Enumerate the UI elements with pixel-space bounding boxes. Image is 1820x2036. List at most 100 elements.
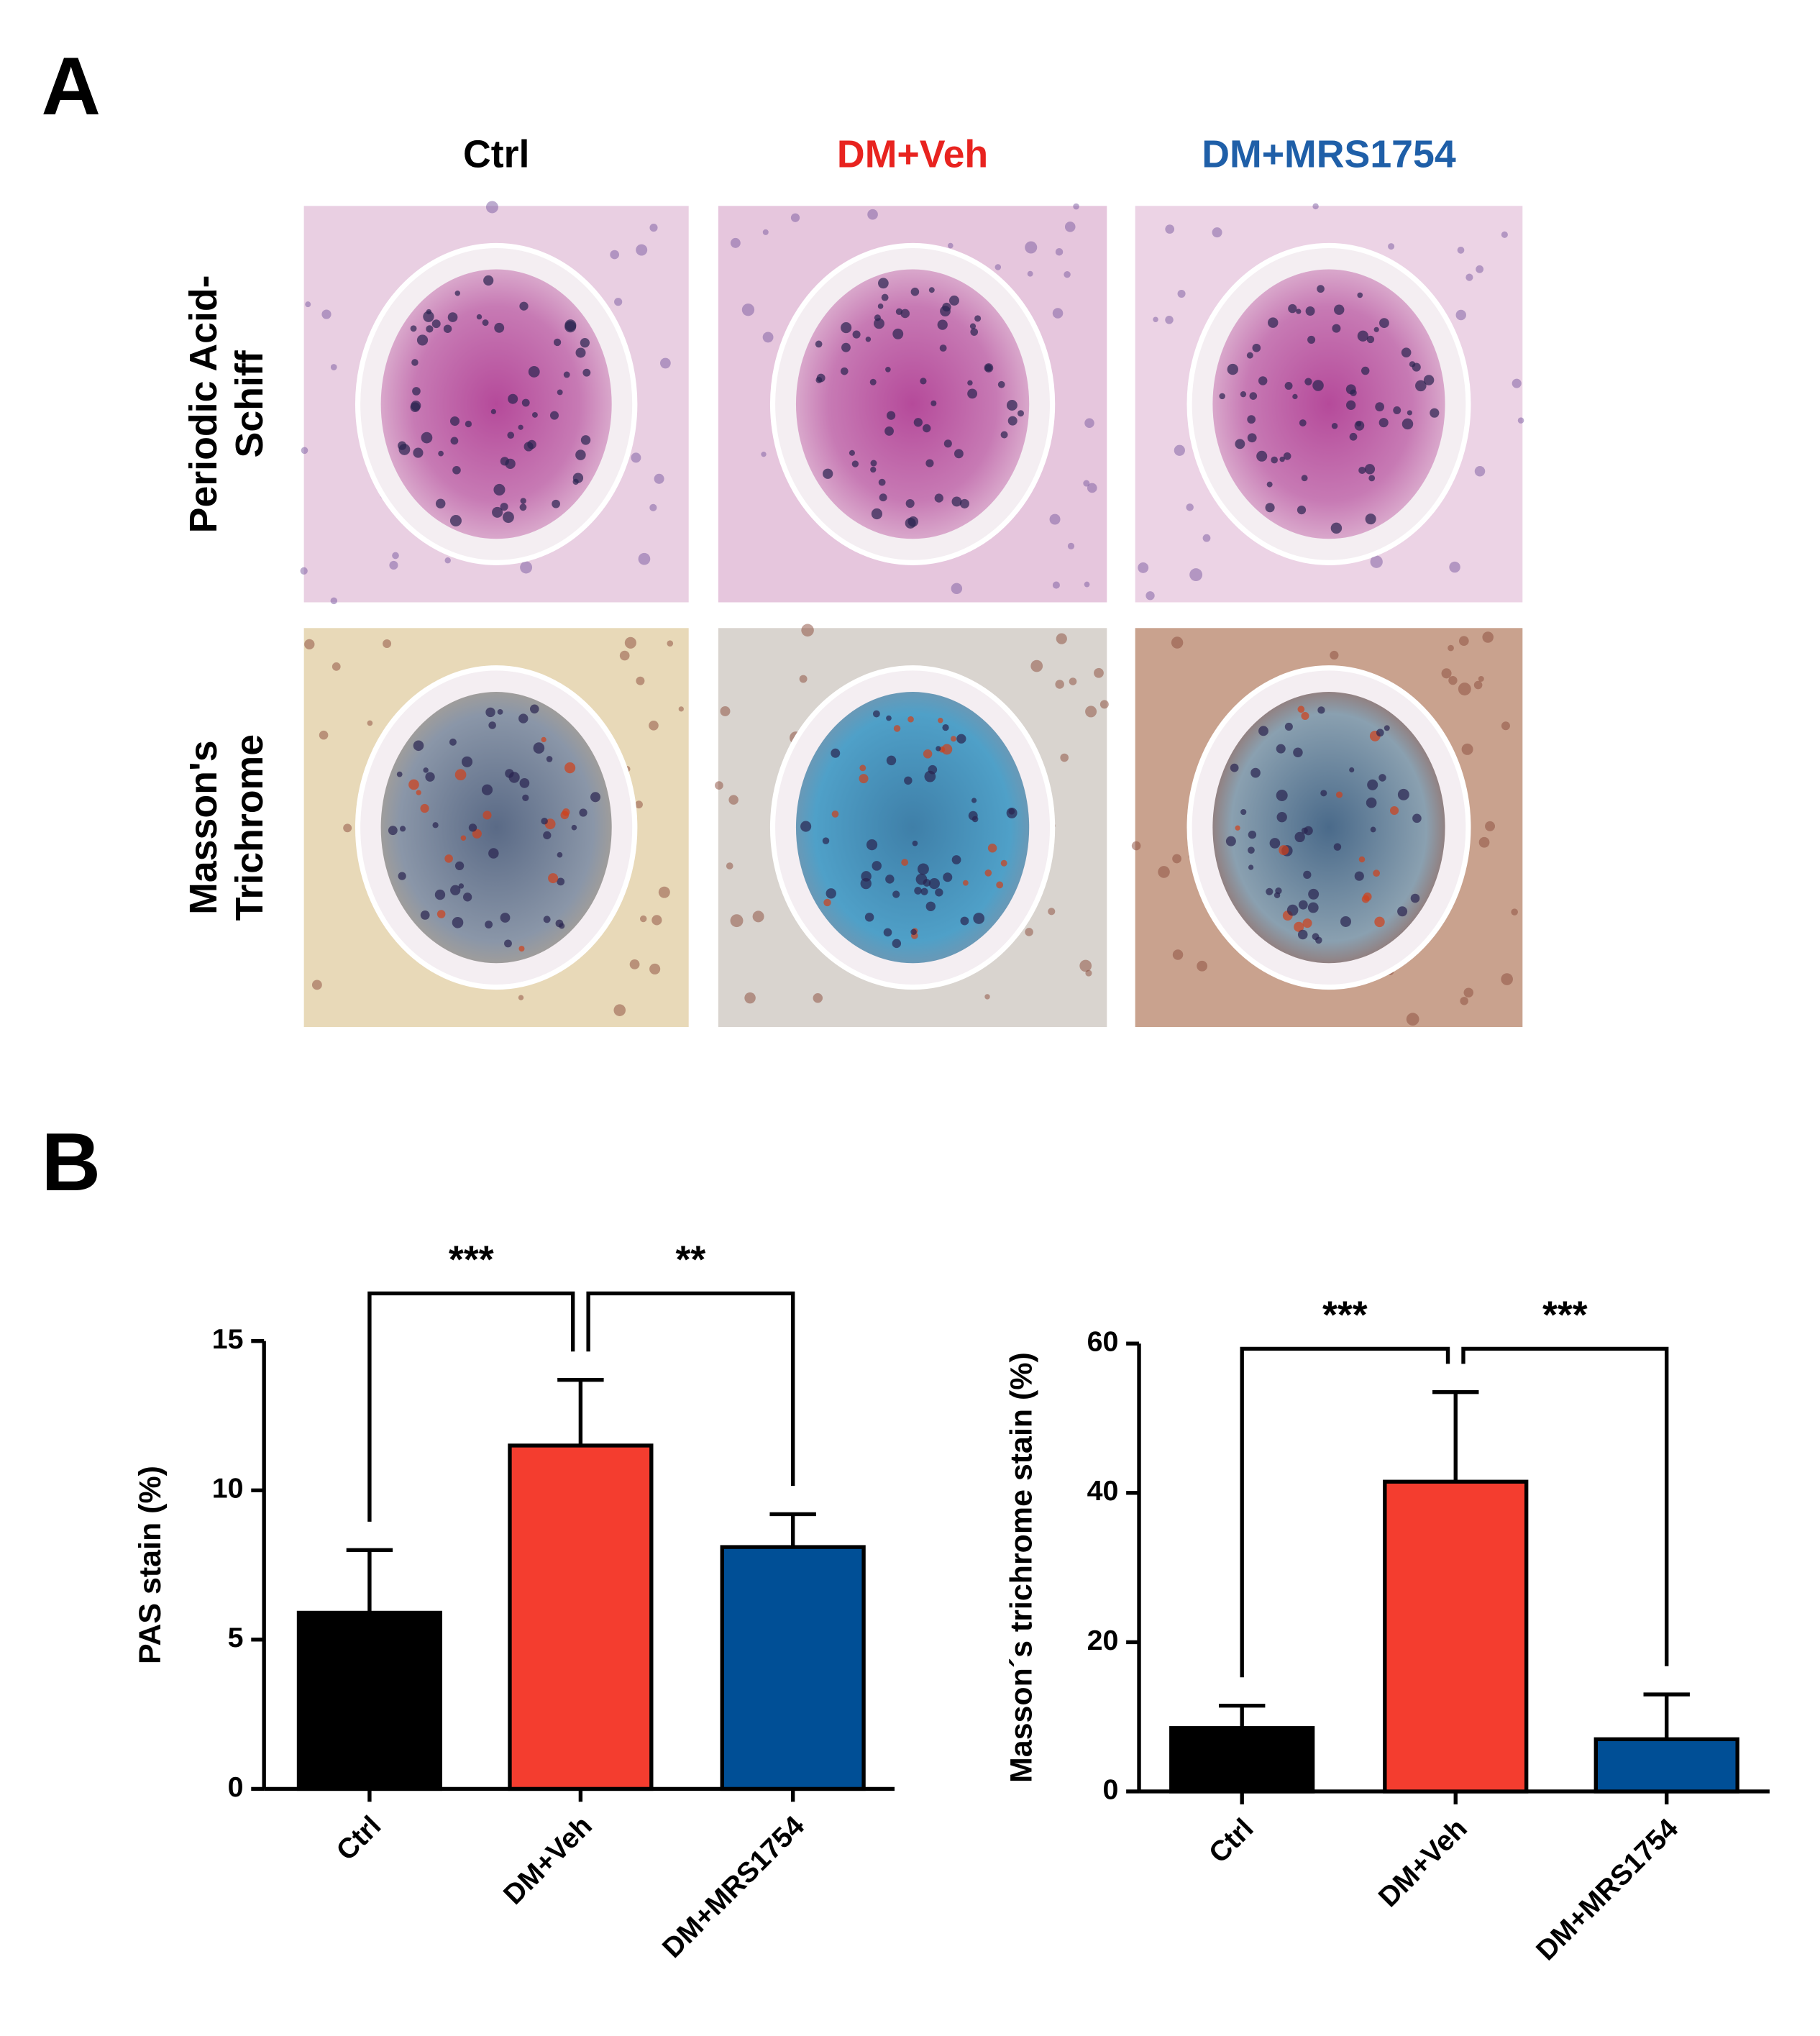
nucleus xyxy=(421,432,433,444)
nucleus xyxy=(494,322,505,333)
nucleus xyxy=(967,388,978,399)
nucleus xyxy=(575,347,586,358)
nucleus xyxy=(572,473,584,483)
tissue-cell xyxy=(485,201,498,214)
tissue-cell xyxy=(1473,680,1483,690)
tissue-cell xyxy=(1463,987,1474,998)
column-title: DM+MRS1754 xyxy=(1202,133,1456,176)
nucleus xyxy=(1367,779,1378,790)
tissue-cell xyxy=(1064,222,1076,232)
tissue-cell xyxy=(1027,270,1033,277)
row-label: Trichrome xyxy=(228,734,271,921)
nucleus xyxy=(582,368,591,377)
nucleus xyxy=(1301,827,1308,834)
bar xyxy=(1593,1737,1739,1794)
nucleus xyxy=(1349,432,1358,441)
nucleus xyxy=(1397,788,1409,800)
tissue-cell xyxy=(321,309,331,319)
nucleus xyxy=(1349,767,1355,773)
tissue-cell xyxy=(1478,836,1490,848)
nucleus xyxy=(815,377,823,383)
nucleus xyxy=(984,363,994,373)
nucleus xyxy=(904,776,913,785)
tissue-cell xyxy=(1069,677,1077,685)
nucleus xyxy=(1393,406,1401,414)
nucleus xyxy=(423,311,434,322)
nucleus xyxy=(886,411,896,420)
nucleus xyxy=(971,798,977,803)
nucleus xyxy=(1308,888,1320,900)
nucleus xyxy=(831,748,841,758)
tissue-cell xyxy=(951,583,963,595)
nucleus xyxy=(1330,522,1343,534)
panel-label: A xyxy=(41,40,101,132)
y-axis-label: PAS stain (%) xyxy=(133,1466,168,1664)
micrographs xyxy=(300,201,1524,1028)
nucleus xyxy=(462,893,472,902)
nucleus xyxy=(552,499,560,508)
nucleus xyxy=(866,839,878,851)
nucleus xyxy=(443,324,452,333)
tissue-cell xyxy=(1482,631,1494,643)
tissue-cell xyxy=(629,959,640,969)
nucleus xyxy=(449,416,460,426)
nucleus xyxy=(1302,918,1312,928)
tissue-cell xyxy=(1030,659,1043,672)
nucleus xyxy=(518,713,529,723)
tissue-cell xyxy=(1330,650,1339,660)
tissue-cell xyxy=(649,963,661,974)
tissue-cell xyxy=(1174,444,1185,456)
nucleus xyxy=(1303,870,1312,879)
nucleus xyxy=(1304,378,1312,385)
nucleus xyxy=(500,913,511,923)
tissue-cell xyxy=(1056,633,1067,644)
tissue-cell xyxy=(649,224,658,232)
tissue-cell xyxy=(649,503,657,511)
nucleus xyxy=(1006,400,1018,411)
nucleus xyxy=(1412,362,1421,372)
nucleus xyxy=(579,808,587,817)
nucleus xyxy=(1227,363,1238,375)
nucleus xyxy=(543,916,551,923)
nucleus xyxy=(436,910,446,918)
nucleus xyxy=(970,328,979,336)
tissue-cell xyxy=(1025,241,1038,254)
nucleus xyxy=(1378,774,1386,782)
nucleus xyxy=(541,736,547,743)
nucleus xyxy=(826,888,836,899)
tissue-cell xyxy=(635,800,643,809)
nucleus xyxy=(398,441,407,450)
nucleus xyxy=(1284,722,1293,731)
tissue-cell xyxy=(624,636,636,649)
nucleus xyxy=(1390,805,1399,816)
row-label: Masson's xyxy=(182,740,225,914)
nucleus xyxy=(928,764,938,775)
tissue-cell xyxy=(1448,644,1454,652)
nucleus xyxy=(951,496,962,507)
nucleus xyxy=(388,826,398,836)
nucleus xyxy=(493,483,506,496)
nucleus xyxy=(529,704,539,714)
tissue-cell xyxy=(301,447,308,455)
tissue-cell xyxy=(520,561,533,574)
nucleus xyxy=(1249,392,1258,400)
nucleus xyxy=(1283,452,1291,460)
nucleus xyxy=(900,309,910,319)
nucleus xyxy=(948,295,959,306)
nucleus xyxy=(942,302,951,312)
nucleus xyxy=(840,367,849,375)
tissue-cell xyxy=(1212,227,1222,238)
tissue-cell xyxy=(1197,960,1208,972)
nucleus xyxy=(1363,893,1372,901)
nucleus xyxy=(951,736,957,742)
nucleus xyxy=(962,880,969,886)
nucleus xyxy=(472,828,482,839)
nucleus xyxy=(503,511,514,524)
nucleus xyxy=(398,872,406,880)
nucleus xyxy=(912,840,918,846)
nucleus xyxy=(507,432,515,439)
nucleus xyxy=(925,459,934,467)
tissue-cell xyxy=(649,720,659,731)
nucleus xyxy=(942,723,949,731)
